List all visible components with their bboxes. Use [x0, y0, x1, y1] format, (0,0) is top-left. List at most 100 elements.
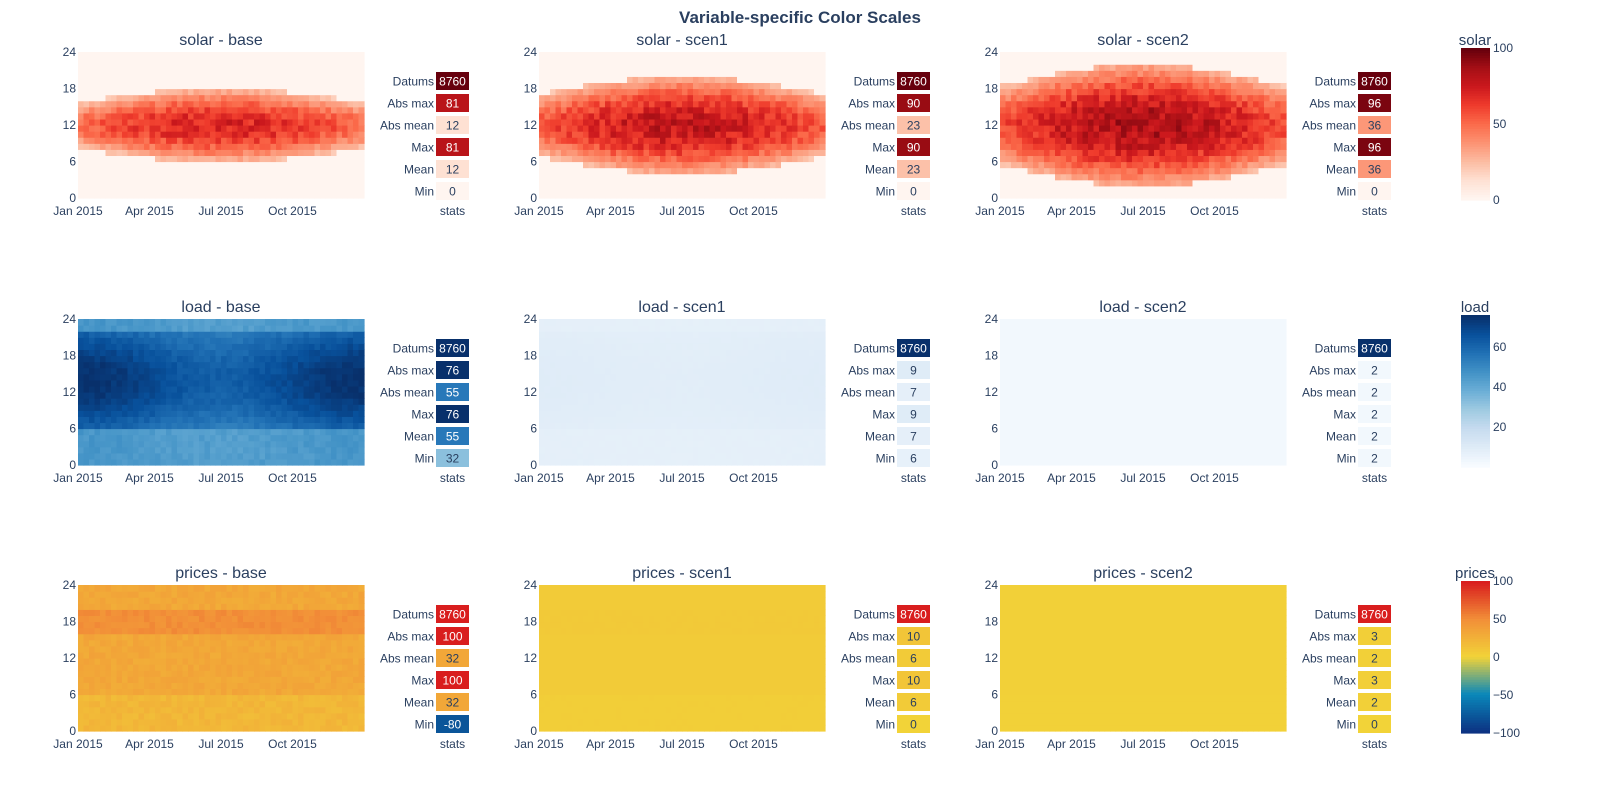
heatmap-cell — [1115, 185, 1122, 193]
colorbar-segment — [1461, 187, 1490, 191]
heatmap-cell — [1253, 118, 1260, 126]
heatmap-cell — [1253, 125, 1260, 132]
heatmap-cell — [100, 64, 107, 71]
heatmap-cell — [160, 349, 167, 357]
heatmap-cell — [1088, 185, 1095, 193]
heatmap-cell — [155, 185, 162, 193]
heatmap-cell — [215, 392, 222, 399]
heatmap-cell — [1253, 167, 1260, 175]
heatmap-cell — [759, 100, 766, 108]
heatmap-cell — [276, 446, 283, 454]
heatmap-cell — [204, 149, 211, 157]
heatmap-cell — [698, 161, 705, 169]
heatmap-cell — [781, 155, 788, 163]
heatmap-cell — [149, 379, 156, 387]
heatmap-cell — [314, 392, 321, 399]
heatmap-cell — [709, 125, 716, 132]
heatmap-cell — [325, 440, 332, 448]
heatmap-cell — [182, 155, 189, 163]
heatmap-cell — [138, 179, 145, 187]
heatmap-cell — [149, 373, 156, 381]
heatmap-cell — [693, 167, 700, 175]
heatmap-cell — [105, 70, 112, 77]
heatmap-cell — [204, 185, 211, 193]
heatmap-cell — [116, 428, 123, 436]
heatmap-cell — [539, 149, 546, 157]
heatmap-cell — [320, 325, 327, 332]
heatmap-cell — [1066, 118, 1073, 126]
heatmap-cell — [298, 100, 305, 108]
heatmap-cell — [138, 161, 145, 169]
heatmap-cell — [797, 155, 804, 163]
heatmap-cell — [731, 64, 738, 71]
heatmap-cell — [314, 325, 321, 332]
heatmap-cell — [1071, 106, 1078, 114]
heatmap-cell — [709, 161, 716, 169]
heatmap-cell — [1137, 76, 1144, 84]
heatmap-cell — [1099, 155, 1106, 163]
heatmap-cell — [588, 82, 595, 90]
heatmap-cell — [237, 404, 244, 411]
heatmap-cell — [577, 88, 584, 96]
heatmap-cell — [1005, 76, 1012, 84]
heatmap-cell — [742, 64, 749, 71]
heatmap-cell — [193, 355, 200, 363]
heatmap-cell — [1165, 88, 1172, 96]
heatmap-cell — [1198, 161, 1205, 169]
heatmap-cell — [215, 76, 222, 84]
heatmap-cell — [133, 125, 140, 132]
heatmap-cell — [1264, 161, 1271, 169]
heatmap-cell — [100, 173, 107, 181]
heatmap-cell — [561, 173, 568, 181]
heatmap-cell — [1220, 106, 1227, 114]
heatmap-cell — [797, 112, 804, 120]
heatmap-cell — [566, 161, 573, 169]
heatmap-cell — [1258, 161, 1265, 169]
heatmap-cell — [737, 173, 744, 181]
heatmap-cell — [1258, 179, 1265, 187]
heatmap-cell — [243, 446, 250, 454]
heatmap-cell — [226, 185, 233, 193]
heatmap-cell — [753, 82, 760, 90]
heatmap-cell — [265, 185, 272, 193]
heatmap-cell — [720, 76, 727, 84]
heatmap-cell — [1220, 179, 1227, 187]
heatmap-cell — [1066, 82, 1073, 90]
heatmap-cell — [1275, 76, 1282, 84]
heatmap-cell — [100, 367, 107, 375]
heatmap-cell — [215, 131, 222, 138]
heatmap-cell — [314, 149, 321, 157]
heatmap-cell — [232, 440, 239, 448]
heatmap-cell — [292, 337, 299, 344]
heatmap-cell — [100, 58, 107, 65]
heatmap-cell — [270, 52, 277, 59]
heatmap-cell — [1203, 88, 1210, 96]
heatmap-cell — [1126, 131, 1133, 138]
heatmap-cell — [676, 64, 683, 71]
heatmap-cell — [1071, 64, 1078, 71]
heatmap-cell — [1000, 88, 1007, 96]
heatmap-cell — [248, 155, 255, 163]
heatmap-cell — [616, 155, 623, 163]
heatmap-cell — [188, 125, 195, 132]
heatmap-cell — [1016, 155, 1023, 163]
heatmap-cell — [138, 155, 145, 163]
heatmap-cell — [588, 52, 595, 59]
heatmap-cell — [254, 416, 261, 424]
heatmap-cell — [353, 125, 360, 132]
heatmap-cell — [643, 118, 650, 126]
heatmap-cell — [610, 137, 617, 144]
heatmap-cell — [171, 373, 178, 381]
stat-cell — [436, 72, 469, 90]
heatmap-cell — [320, 343, 327, 351]
heatmap-cell — [1220, 167, 1227, 175]
heatmap-cell — [616, 167, 623, 175]
heatmap-cell — [210, 325, 217, 332]
heatmap-cell — [1247, 191, 1254, 199]
heatmap-cell — [166, 58, 173, 65]
heatmap-cell — [133, 410, 140, 417]
heatmap-cell — [122, 173, 129, 181]
heatmap-cell — [632, 58, 639, 65]
heatmap-cell — [1198, 191, 1205, 199]
